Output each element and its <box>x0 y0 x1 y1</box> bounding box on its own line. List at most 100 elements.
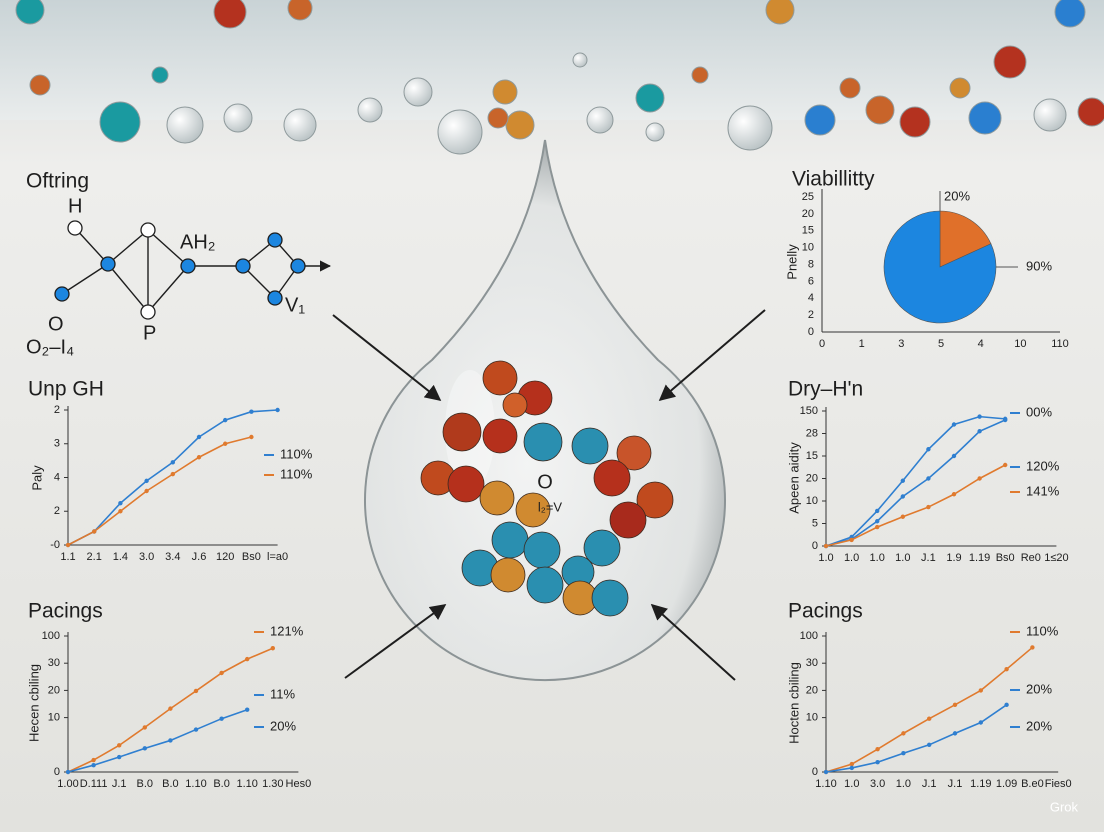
data-point <box>65 769 71 775</box>
data-point <box>1003 462 1008 468</box>
x-tick-label: J.1 <box>112 778 127 790</box>
y-tick-label: 15 <box>802 225 814 237</box>
data-point <box>978 688 983 693</box>
data-point <box>219 716 224 721</box>
x-tick-label: 3.4 <box>165 551 180 563</box>
data-label: 90% <box>1026 258 1052 273</box>
y-tick-label: 150 <box>800 405 818 417</box>
series-line <box>825 419 1006 547</box>
data-label: 20% <box>944 188 970 203</box>
data-point <box>193 727 199 732</box>
data-point <box>223 441 228 446</box>
y-axis-label: Paly <box>29 465 44 491</box>
data-point <box>875 508 880 514</box>
data-point <box>1004 702 1009 708</box>
legend-label: 121% <box>270 623 304 638</box>
x-tick-label: Bs0 <box>996 552 1015 564</box>
y-tick-label: 8 <box>808 258 814 270</box>
data-point <box>170 471 175 477</box>
x-tick-label: 1.19 <box>969 552 990 564</box>
x-tick-label: 120 <box>216 551 234 563</box>
formula-text: O <box>537 471 553 493</box>
x-tick-label: 4 <box>978 338 984 350</box>
x-tick-label: J.1 <box>921 552 936 564</box>
data-point <box>977 476 982 481</box>
x-tick-label: Bs0 <box>242 551 261 563</box>
y-tick-label: 0 <box>54 766 60 778</box>
data-point <box>245 707 250 712</box>
data-point <box>144 488 149 494</box>
x-tick-label: 1.0 <box>818 552 833 564</box>
legend-label: 141% <box>1026 483 1060 498</box>
x-tick-label: Fies0 <box>1045 778 1072 790</box>
x-tick-label: 1.0 <box>844 778 859 790</box>
data-point <box>275 407 280 413</box>
x-tick-label: J.6 <box>192 551 207 563</box>
y-tick-label: 2 <box>808 309 814 321</box>
y-tick-label: 4 <box>808 292 814 304</box>
data-point <box>196 434 202 440</box>
y-tick-label: 10 <box>806 712 818 724</box>
data-point <box>926 504 931 510</box>
x-tick-label: Re0 <box>1021 552 1041 564</box>
diagram-label: H <box>68 195 82 217</box>
data-point <box>168 738 173 743</box>
x-tick-label: 3.0 <box>870 778 885 790</box>
x-tick-label: 1.19 <box>970 778 991 790</box>
data-point <box>1003 417 1008 423</box>
data-point <box>196 455 202 460</box>
x-tick-label: 1.00 <box>57 778 78 790</box>
data-point <box>926 447 931 452</box>
y-tick-label: 20 <box>48 684 60 696</box>
y-axis-label: Apeen aidity <box>786 442 801 514</box>
diagram-label: P <box>143 322 156 344</box>
data-point <box>91 763 96 768</box>
y-tick-label: 100 <box>42 630 60 642</box>
legend-label: 120% <box>1026 458 1060 473</box>
data-point <box>91 757 96 763</box>
y-tick-label: 3 <box>54 438 60 450</box>
y-tick-label: 28 <box>806 427 818 439</box>
chart-title: Pacings <box>788 600 863 623</box>
diagram-label: O <box>48 313 64 335</box>
chart-title: Unp GH <box>28 378 104 401</box>
x-tick-label: 1.0 <box>895 552 910 564</box>
x-tick-label: 1.09 <box>996 778 1017 790</box>
data-point <box>117 754 122 760</box>
arrows <box>332 309 766 681</box>
data-point <box>249 434 254 440</box>
x-tick-label: 3 <box>898 338 904 350</box>
y-tick-label: 15 <box>806 450 818 462</box>
x-tick-label: B.0 <box>162 778 179 790</box>
data-point <box>170 460 175 465</box>
x-tick-label: J.1 <box>948 778 963 790</box>
x-tick-label: 1 <box>859 338 865 350</box>
y-tick-label: 5 <box>812 517 818 529</box>
data-point <box>978 720 983 725</box>
x-tick-label: 1.1 <box>60 551 75 563</box>
y-axis-label: Hecen cbiling <box>26 664 41 742</box>
annotation: 20% <box>270 718 296 733</box>
data-point <box>875 746 880 752</box>
x-tick-label: 1.9 <box>946 552 961 564</box>
data-point <box>927 716 932 721</box>
x-tick-label: 10 <box>1014 338 1026 350</box>
y-tick-label: 0 <box>808 326 814 338</box>
data-point <box>901 731 906 736</box>
y-tick-label: 6 <box>808 275 814 287</box>
series-line <box>825 415 1006 547</box>
data-point <box>900 494 905 499</box>
y-tick-label: 10 <box>806 495 818 507</box>
pie-slice <box>883 210 997 324</box>
x-tick-label: 1.0 <box>870 552 885 564</box>
x-tick-label: 1≤20 <box>1044 552 1068 564</box>
legend-label: 110% <box>280 446 313 461</box>
y-tick-label: 0 <box>812 540 818 552</box>
data-point <box>875 524 880 530</box>
data-point <box>1004 666 1009 672</box>
data-point <box>900 514 905 519</box>
y-tick-label: 30 <box>806 657 818 669</box>
data-point <box>849 537 854 543</box>
